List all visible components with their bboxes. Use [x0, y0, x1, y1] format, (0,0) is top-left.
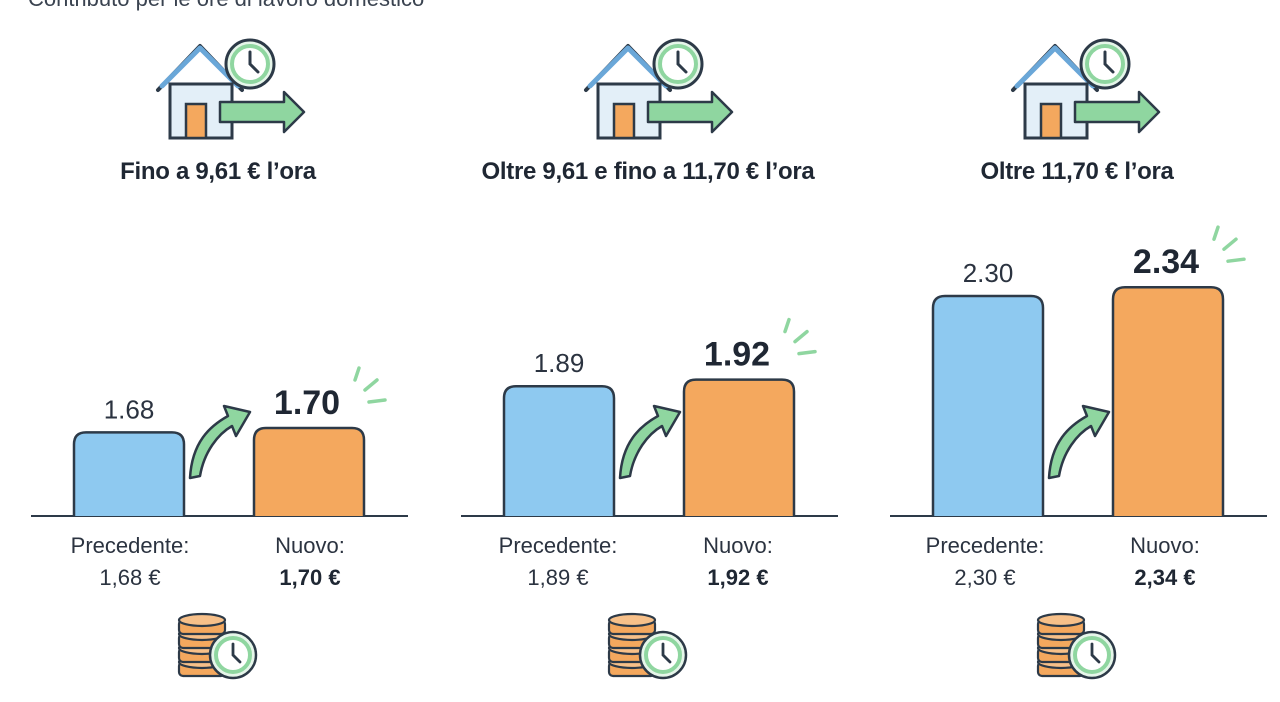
house-clock-arrow-icon: [1011, 38, 1161, 140]
new-caption: Nuovo: 2,34 €: [1080, 530, 1250, 594]
old-label: Precedente:: [498, 533, 618, 558]
value-label-precedente: 1.89: [534, 348, 585, 378]
new-value: 1,70 €: [279, 565, 341, 590]
new-value: 2,34 €: [1134, 565, 1196, 590]
new-label: Nuovo:: [1130, 533, 1200, 558]
sparkle-icon: [1212, 225, 1246, 263]
house-clock-arrow-icon: [156, 38, 306, 140]
coins-clock-icon: [177, 612, 258, 680]
curved-arrow-icon: [1047, 404, 1111, 480]
bar-precedente: [502, 384, 616, 516]
bar-precedente: [931, 294, 1045, 516]
new-value: 1,92 €: [707, 565, 769, 590]
curved-arrow-icon: [188, 404, 252, 480]
tier-title: Oltre 9,61 e fino a 11,70 € l’ora: [481, 158, 815, 185]
bar-precedente: [72, 431, 186, 516]
bar-nuovo: [252, 426, 366, 516]
value-label-precedente: 1.68: [104, 394, 155, 424]
header-cut-text: Contributo per le ore di lavoro domestic…: [28, 0, 424, 12]
old-value: 2,30 €: [954, 565, 1016, 590]
coins-clock-icon: [607, 612, 688, 680]
old-value: 1,89 €: [527, 565, 589, 590]
tier-panel-1: Fino a 9,61 € l’ora 1.68 1.70 Precedente:…: [28, 0, 408, 702]
bar-nuovo: [682, 378, 796, 516]
tier-panel-3: Oltre 11,70 € l’ora 2.30 2.34 Precedente:…: [887, 0, 1267, 702]
value-label-nuovo: 2.34: [1133, 243, 1199, 281]
tier-title: Fino a 9,61 € l’ora: [120, 158, 316, 185]
new-label: Nuovo:: [275, 533, 345, 558]
house-clock-arrow-icon: [584, 38, 734, 140]
bar-chart: 1.68 1.70: [31, 366, 408, 517]
new-caption: Nuovo: 1,92 €: [653, 530, 823, 594]
bar-chart: 2.30 2.34: [890, 225, 1267, 517]
new-label: Nuovo:: [703, 533, 773, 558]
old-label: Precedente:: [70, 533, 190, 558]
sparkle-icon: [353, 366, 387, 404]
value-label-precedente: 2.30: [963, 258, 1014, 288]
old-caption: Precedente: 1,68 €: [45, 530, 215, 594]
coins-clock-icon: [1036, 612, 1117, 680]
old-label: Precedente:: [925, 533, 1045, 558]
old-caption: Precedente: 1,89 €: [473, 530, 643, 594]
tier-panel-2: Oltre 9,61 e fino a 11,70 € l’ora 1.89 1.…: [458, 0, 838, 702]
bar-nuovo: [1111, 285, 1225, 516]
tier-title: Oltre 11,70 € l’ora: [980, 158, 1174, 185]
old-caption: Precedente: 2,30 €: [900, 530, 1070, 594]
sparkle-icon: [783, 317, 817, 356]
old-value: 1,68 €: [99, 565, 161, 590]
value-label-nuovo: 1.92: [704, 336, 770, 374]
bar-chart: 1.89 1.92: [461, 317, 838, 517]
new-caption: Nuovo: 1,70 €: [225, 530, 395, 594]
curved-arrow-icon: [618, 404, 682, 480]
value-label-nuovo: 1.70: [274, 384, 340, 422]
